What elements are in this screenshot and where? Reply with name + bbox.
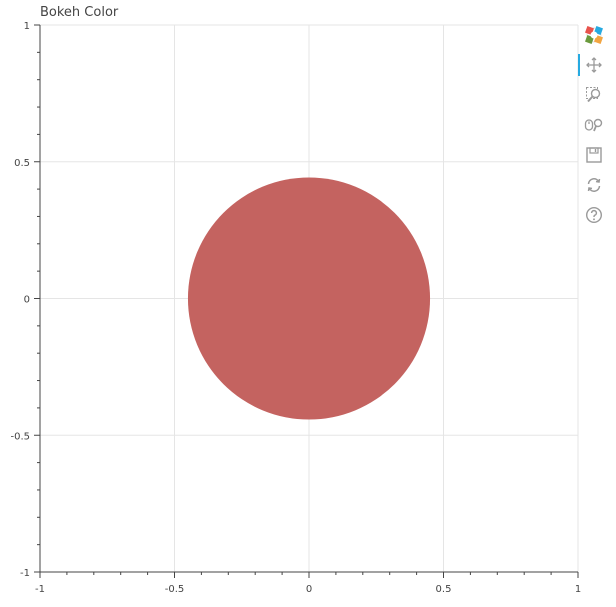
help-tool-button[interactable]	[578, 202, 610, 228]
y-tick-label: -0.5	[10, 431, 30, 442]
chart-title: Bokeh Color	[40, 5, 119, 20]
circle-point	[187, 177, 431, 420]
reset-tool-button[interactable]	[578, 172, 610, 198]
y-tick-label: 0.5	[14, 158, 30, 169]
y-tick-label: -1	[20, 568, 30, 579]
pan-tool-button[interactable]	[578, 52, 610, 78]
y-tick-label: 1	[24, 21, 30, 32]
x-tick-label: 1	[575, 584, 581, 595]
box-zoom-icon	[586, 87, 601, 103]
box-zoom-tool-button[interactable]	[578, 82, 610, 108]
marks-layer	[187, 177, 431, 420]
y-tick-label: 0	[24, 295, 30, 306]
x-tick-label: 0.5	[436, 584, 452, 595]
active-tool-indicator	[578, 54, 580, 76]
bokeh-logo-icon[interactable]	[578, 22, 610, 48]
x-tick-label: -0.5	[165, 584, 185, 595]
wheel-zoom-tool-button[interactable]	[578, 112, 610, 138]
wheel-zoom-icon	[584, 118, 603, 132]
reset-icon	[587, 178, 601, 192]
x-tick-label: -1	[35, 584, 45, 595]
save-tool-button[interactable]	[578, 142, 610, 168]
pan-icon	[586, 57, 602, 73]
axes-layer: -1 -0.5 0 0.5 1 -1 -0.5 0 0.5 1	[10, 21, 581, 595]
x-tick-label: 0	[306, 584, 312, 595]
save-icon	[586, 147, 602, 163]
help-icon	[585, 206, 603, 224]
